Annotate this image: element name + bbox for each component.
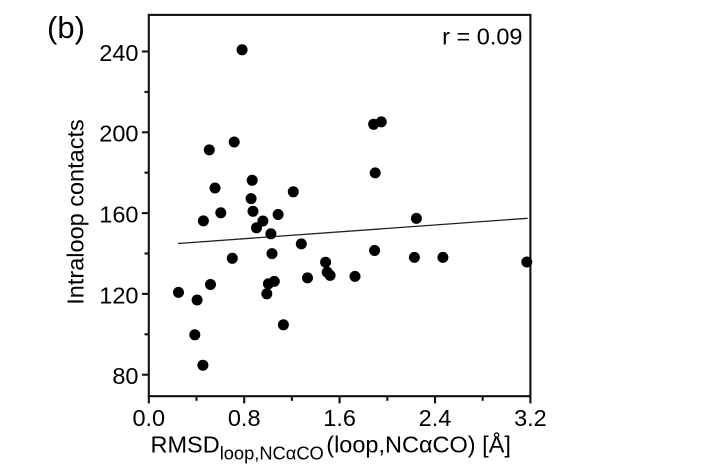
svg-text:1.6: 1.6 xyxy=(323,405,356,431)
svg-text:0.8: 0.8 xyxy=(228,405,261,431)
svg-text:2.4: 2.4 xyxy=(419,405,452,431)
svg-text:240: 240 xyxy=(99,40,138,66)
svg-text:80: 80 xyxy=(112,363,138,389)
svg-text:3.2: 3.2 xyxy=(514,405,547,431)
svg-text:120: 120 xyxy=(99,282,138,308)
svg-text:200: 200 xyxy=(99,121,138,147)
svg-text:0.0: 0.0 xyxy=(132,405,165,431)
svg-text:(b): (b) xyxy=(47,10,85,45)
svg-text:r = 0.09: r = 0.09 xyxy=(442,23,522,49)
svg-text:160: 160 xyxy=(99,202,138,228)
svg-text:Intraloop contacts: Intraloop contacts xyxy=(63,119,89,305)
